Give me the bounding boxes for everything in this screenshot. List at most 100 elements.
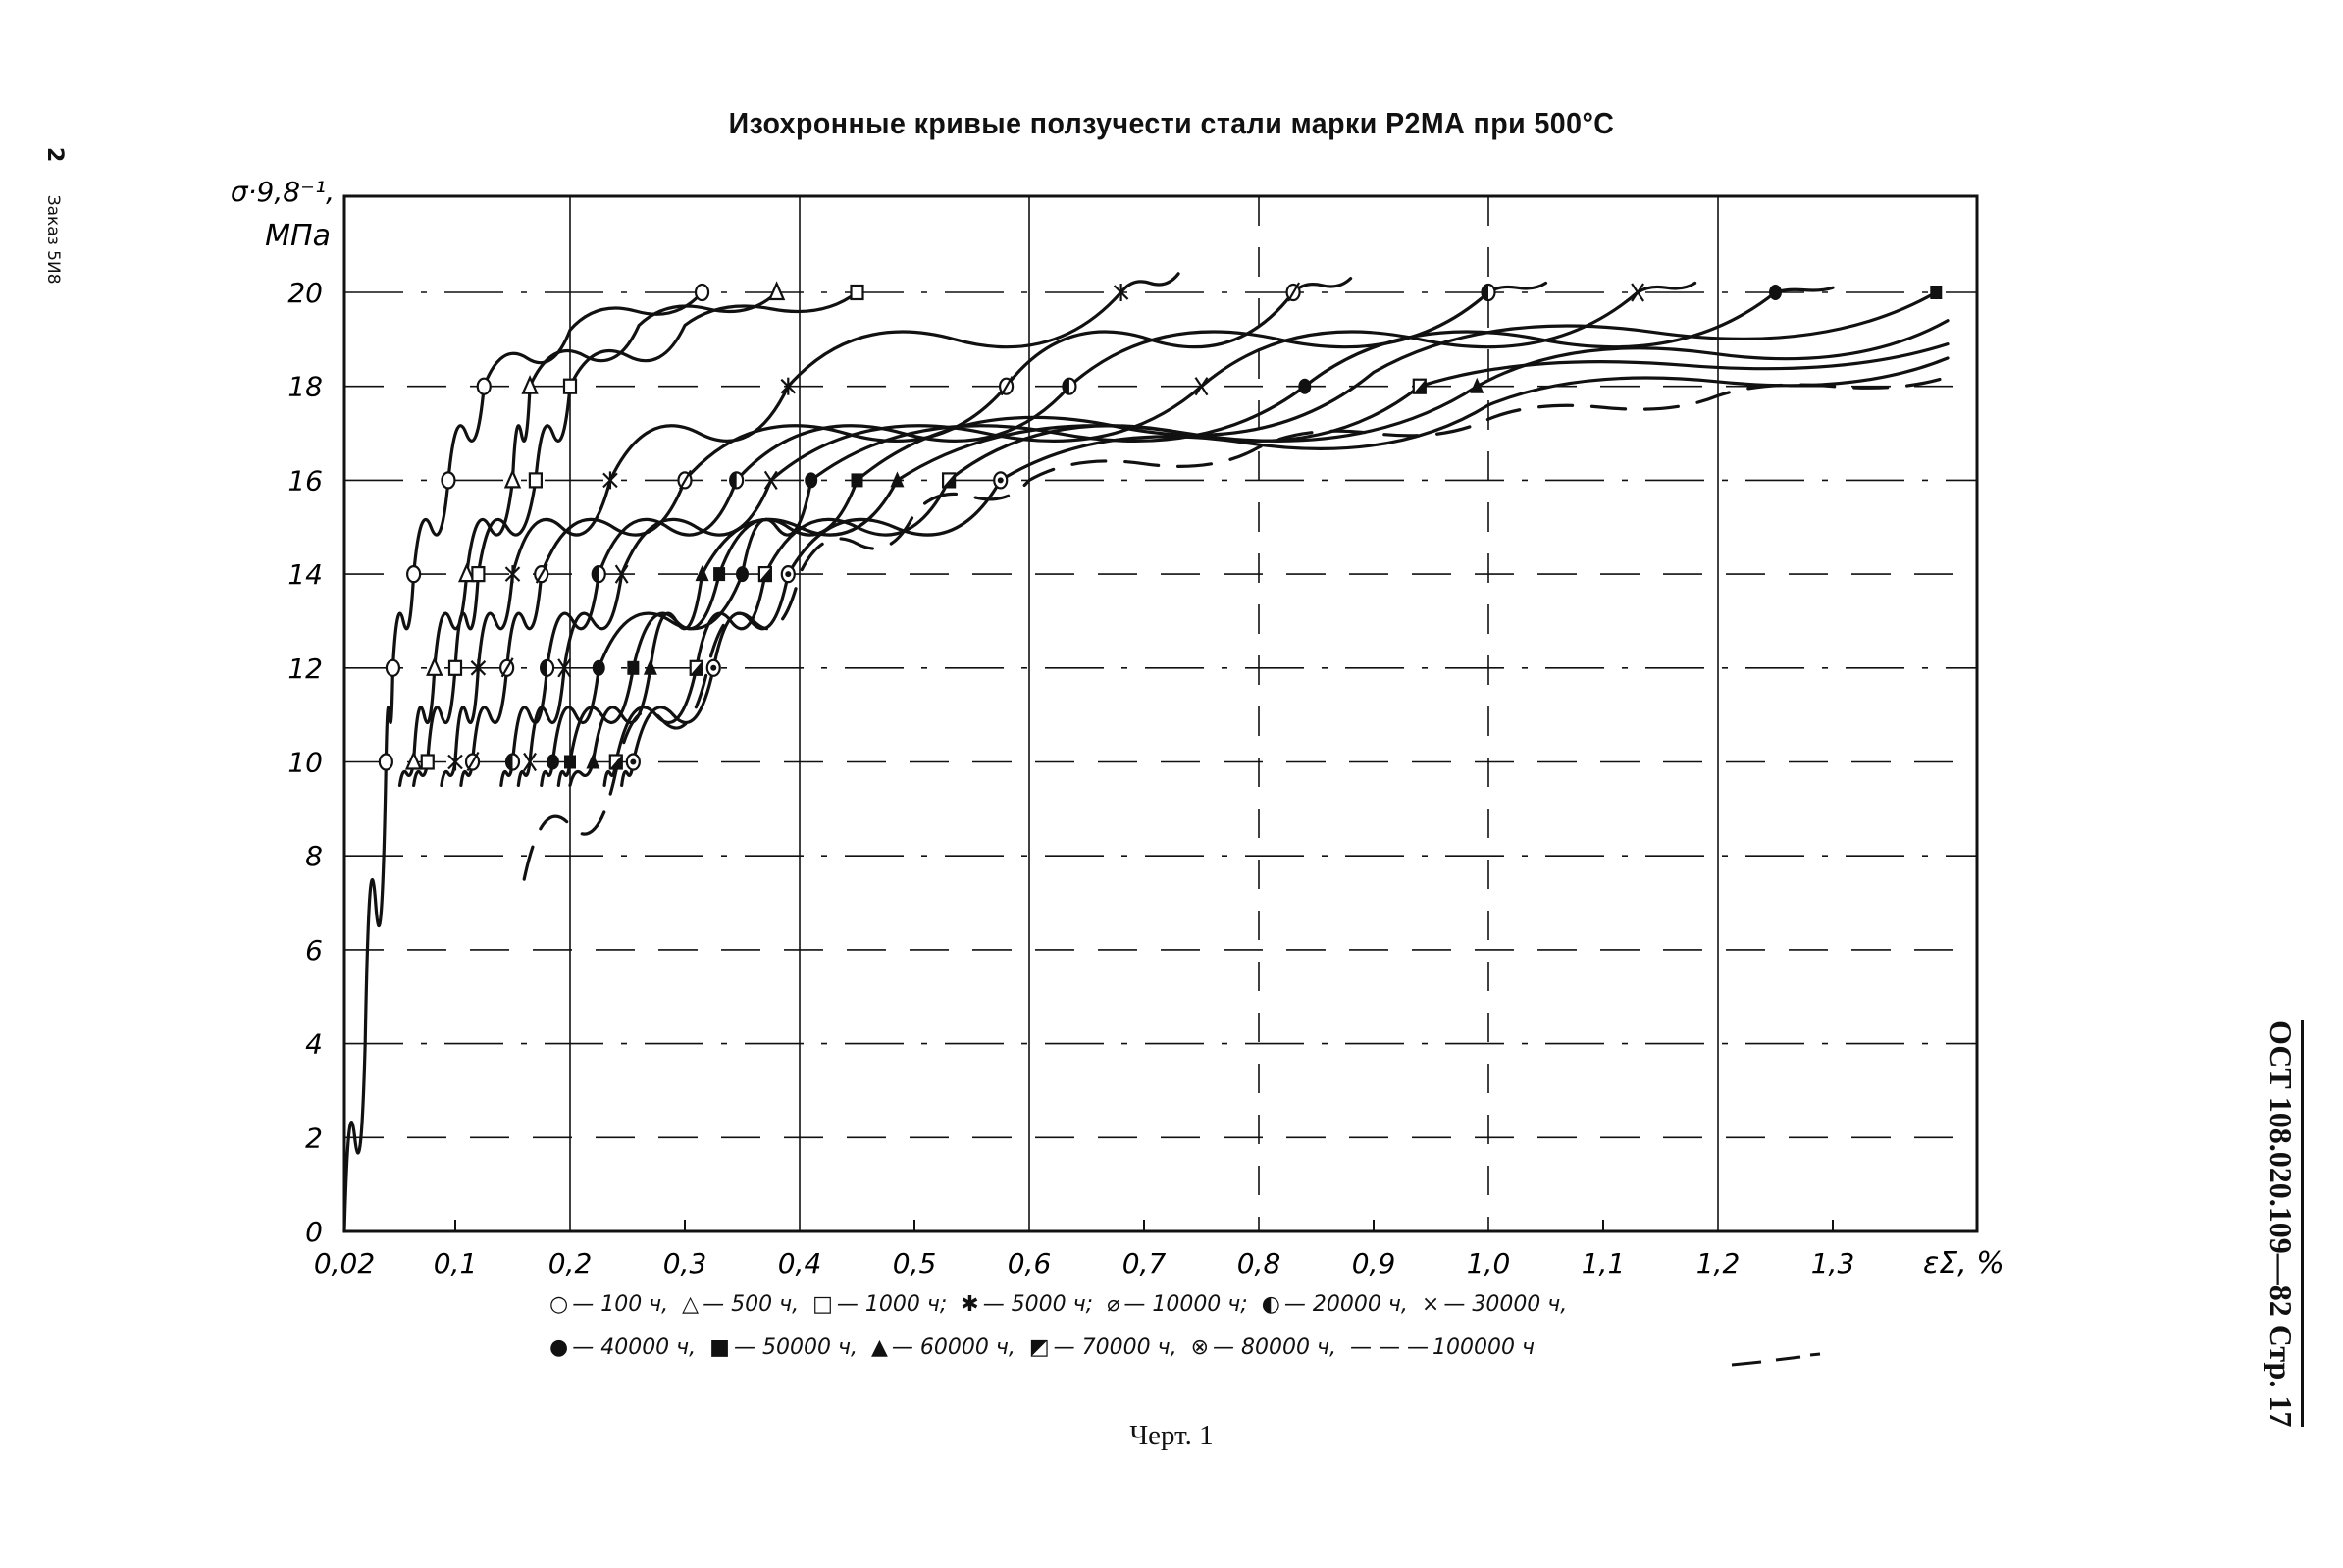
circle-filled-marker-icon [736,566,749,583]
triangle-filled-marker-icon [586,753,600,769]
legend-marker-icon: — — — [1350,1335,1429,1360]
dot [710,664,717,671]
half-fill [690,660,703,675]
legend-label: — 40000 ч, [572,1335,697,1360]
y-tick-label: 12 [287,653,323,685]
square-filled-marker-icon [1930,286,1943,299]
legend-item: ● — 40000 ч, [549,1327,696,1370]
square-open-marker-icon [471,565,486,583]
circle-open-marker-icon [476,377,492,395]
slash [679,469,692,490]
legend-item: ⌀ — 10000 ч; [1107,1283,1248,1327]
legend-marker-icon: ○ [549,1292,569,1317]
y-tick-label: 14 [287,558,323,591]
x-marker-icon [523,752,537,772]
y-tick-label: 6 [305,934,323,967]
legend-item: ■ — 50000 ч, [709,1327,858,1370]
legend-item: △ — 500 ч, [682,1283,799,1327]
legend-item: ◐ — 20000 ч, [1262,1283,1408,1327]
circle-half-fill [730,472,737,489]
square-filled-marker-icon [713,567,726,582]
half-fill [943,473,956,488]
x-tick-label: 0,9 [1352,1247,1396,1280]
legend-marker-icon: △ [682,1292,700,1317]
square-filled-marker-icon [627,660,640,675]
triangle-open-marker-icon [458,562,476,583]
x-tick-label: 0,2 [548,1247,593,1280]
circle-filled-marker-icon [546,754,559,770]
circle-open-marker-icon [406,564,422,584]
legend-label: — 20000 ч, [1283,1292,1408,1317]
legend-item: □ — 1000 ч; [812,1283,947,1327]
legend-label: 100000 ч [1432,1335,1535,1360]
triangle-open-marker-icon [521,374,539,394]
legend-label: — 50000 ч, [733,1335,858,1360]
triangle-filled-marker-icon [643,658,657,675]
slash [1287,282,1301,302]
legend-item: × — 30000 ч, [1422,1283,1567,1327]
isochronous-curve-100ч [342,290,704,1233]
y-tick-label: 4 [305,1028,323,1061]
legend-dash-sample [1731,1352,1821,1367]
y-tick-label: 0 [305,1216,323,1248]
legend-label: — 5000 ч; [982,1292,1094,1317]
y-tick-label: 2 [305,1122,323,1154]
circle-open-marker-icon [694,283,710,302]
x-marker-icon [1631,283,1645,302]
isochronous-curve-5000ч [440,272,1180,788]
triangle-open-marker-icon [404,750,423,770]
triangle-filled-marker-icon [1470,377,1484,393]
x-tick-label: 1,1 [1582,1247,1626,1280]
legend-marker-icon: ▲ [870,1335,888,1360]
circle-filled-marker-icon [1769,285,1782,300]
legend-item: — — —100000 ч [1350,1327,1535,1370]
x-marker-icon [614,564,629,584]
legend-marker-icon: ◐ [1261,1292,1280,1317]
legend-item: ○ — 100 ч, [549,1283,668,1327]
x-tick-label: 0,3 [663,1247,707,1280]
legend-row-1: ○ — 100 ч, △ — 500 ч, □ — 1000 ч; ✱ — 5000 ч; ⌀ —… [549,1283,1581,1327]
legend-label: — 100 ч, [572,1292,669,1317]
circle-half-fill [506,754,513,770]
square-open-marker-icon [562,378,578,394]
y-axis-label: σ·9,8⁻¹, [231,176,335,208]
legend-label: — 500 ч, [703,1292,800,1317]
x-marker-icon [763,470,778,491]
x-marker-icon [1194,377,1209,396]
chart-legend: ○ — 100 ч, △ — 500 ч, □ — 1000 ч; ✱ — 5000 ч; ⌀ —… [549,1283,1581,1370]
legend-label: — 80000 ч, [1213,1335,1336,1360]
isochronous-curve-1000ч [412,290,859,788]
square-filled-marker-icon [564,755,576,769]
legend-item: ◩ — 70000 ч, [1029,1327,1177,1370]
legend-marker-icon: ◩ [1028,1335,1050,1360]
isochronous-curve-500ч [397,290,779,788]
x-tick-label: 0,5 [893,1247,937,1280]
square-open-marker-icon [420,754,435,770]
triangle-open-marker-icon [426,656,443,676]
slash [466,751,480,772]
triangle-open-marker-icon [503,468,522,489]
y-tick-label: 10 [287,747,323,779]
circle-filled-marker-icon [1298,378,1312,394]
slash [535,563,548,584]
plot-frame [342,194,1979,1233]
triangle-open-marker-icon [767,281,786,301]
x-tick-label: 0,6 [1008,1247,1052,1280]
square-open-marker-icon [850,284,864,301]
isochronous-curve-100000ч [522,375,1950,881]
isochronous-curve-60000ч [568,319,1950,788]
y-tick-label: 16 [287,464,323,497]
dot [997,477,1004,484]
legend-marker-icon: ⌀ [1107,1292,1120,1317]
x-tick-label: 0,1 [434,1247,478,1280]
x-tick-label: 0,4 [778,1247,822,1280]
x-tick-label: 0,7 [1122,1247,1167,1280]
circle-filled-marker-icon [592,659,605,676]
x-axis-label: εΣ, % [1923,1246,2005,1281]
legend-marker-icon: ⊗ [1190,1335,1210,1360]
chart-title: Изохронные кривые ползучести стали марки… [728,106,1615,140]
square-open-marker-icon [528,472,544,489]
circle-half-fill [541,659,547,676]
isochronous-curve-70000ч [602,342,1950,788]
circle-half-fill [1482,285,1488,300]
